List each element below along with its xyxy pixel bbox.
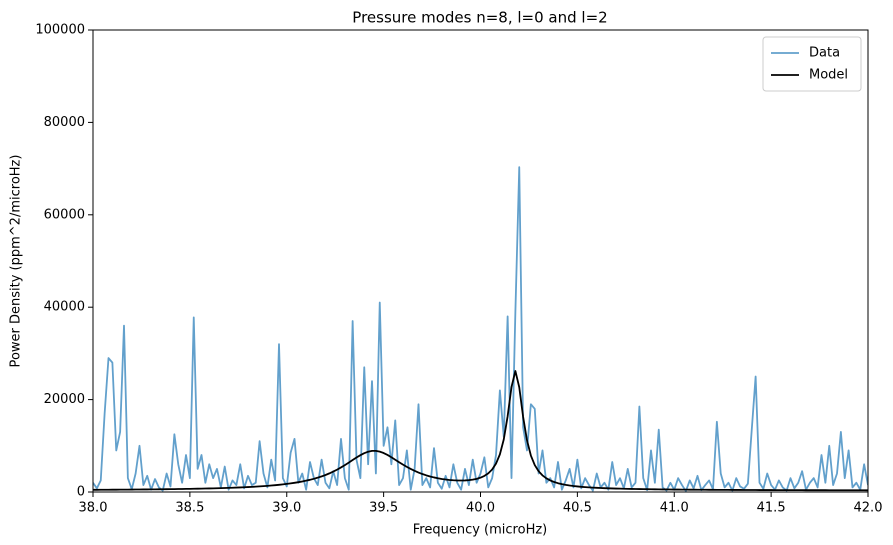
y-tick-label: 40000 [44, 300, 85, 315]
plot-area [93, 166, 868, 492]
y-tick-label: 80000 [44, 115, 85, 130]
x-tick-label: 39.0 [272, 501, 301, 516]
x-tick-label: 39.5 [369, 501, 398, 516]
legend-label: Model [809, 68, 848, 83]
x-tick-label: 41.5 [757, 501, 786, 516]
plot-frame [92, 29, 869, 493]
y-tick-label: 100000 [35, 23, 85, 38]
x-tick-label: 40.5 [563, 501, 592, 516]
x-tick-label: 40.0 [466, 501, 495, 516]
x-tick-label: 41.0 [660, 501, 689, 516]
x-tick-label: 38.0 [79, 501, 108, 516]
y-tick-label: 20000 [44, 392, 85, 407]
y-tick-label: 0 [77, 485, 85, 500]
y-tick-label: 60000 [44, 207, 85, 222]
x-tick-label: 42.0 [854, 501, 883, 516]
series-line [93, 166, 868, 492]
y-axis-label: Power Density (ppm^2/microHz) [9, 155, 24, 368]
x-axis-label: Frequency (microHz) [413, 523, 547, 538]
series-line [93, 370, 868, 492]
chart-title: Pressure modes n=8, l=0 and l=2 [352, 9, 607, 27]
legend-label: Data [809, 46, 840, 61]
x-tick-label: 38.5 [175, 501, 204, 516]
legend-box [762, 36, 862, 92]
